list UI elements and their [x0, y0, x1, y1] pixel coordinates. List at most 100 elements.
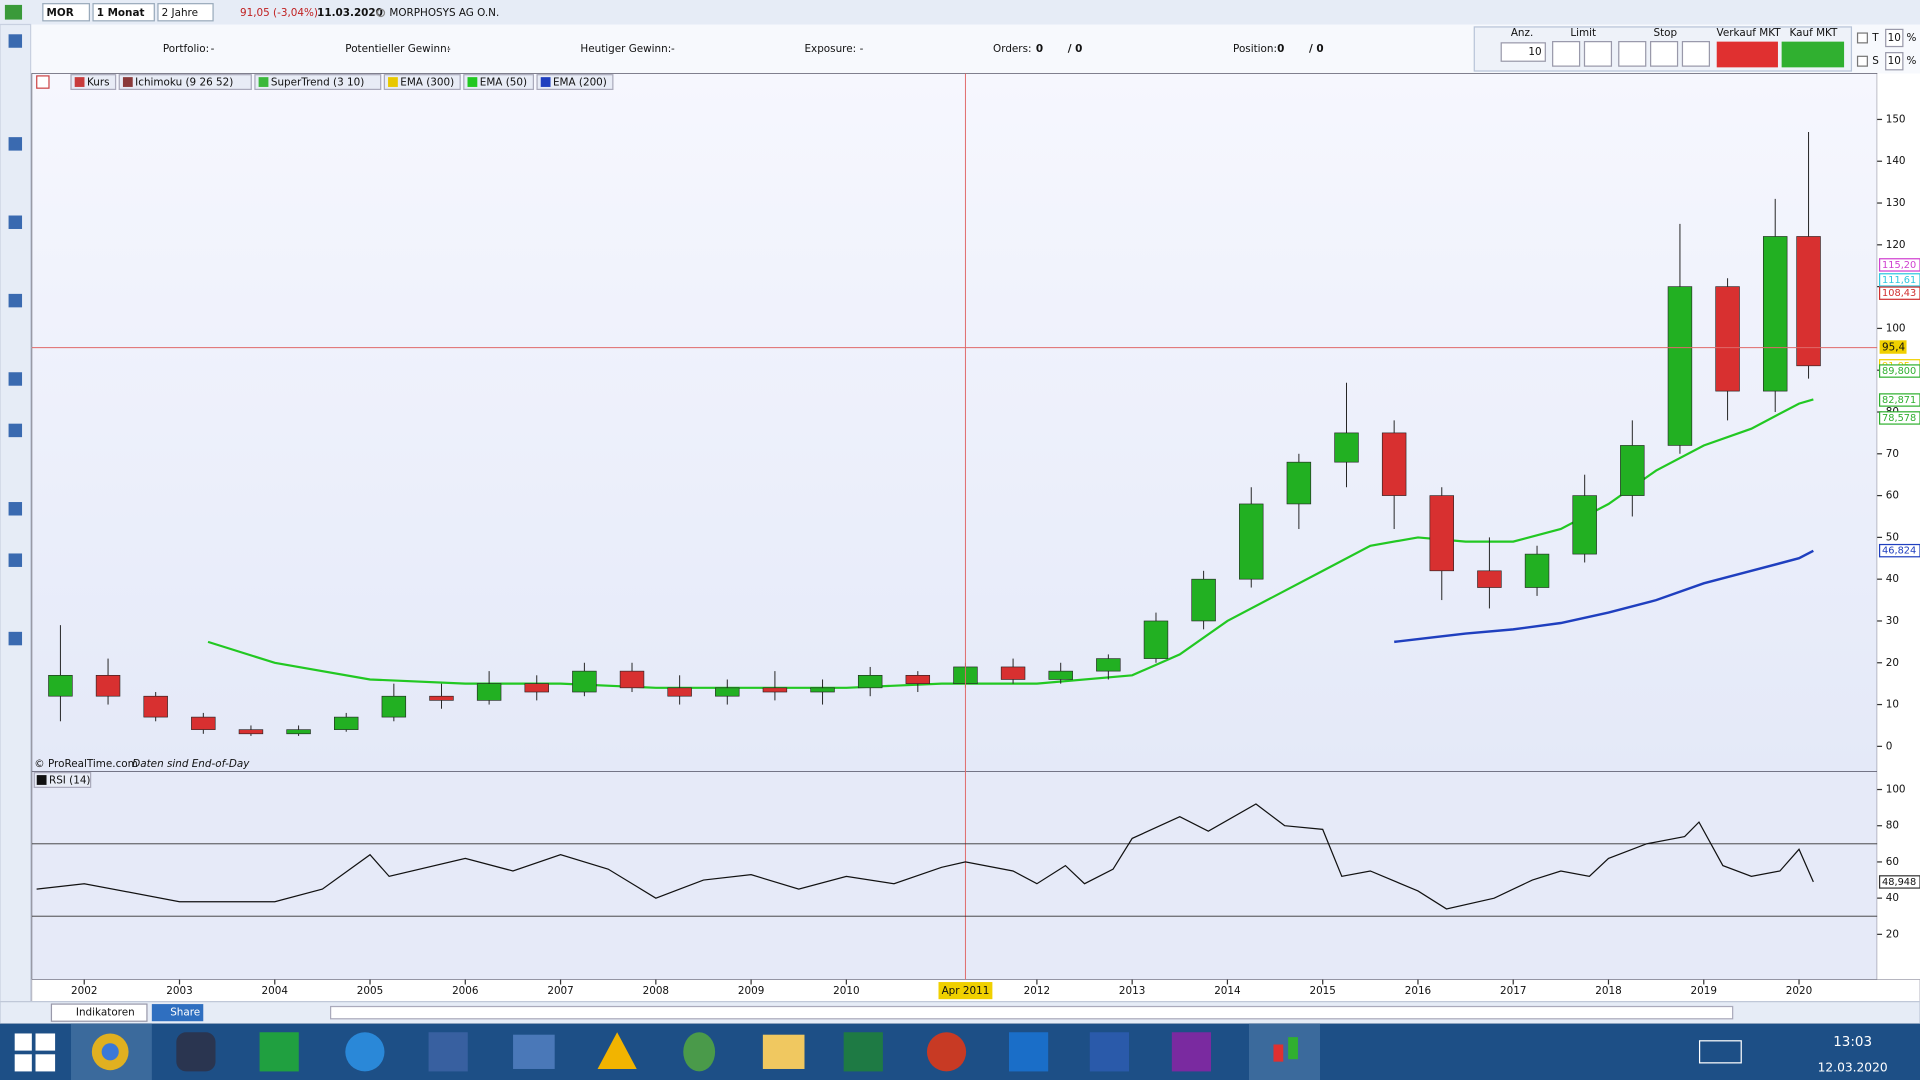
- legend-item: [383, 74, 461, 90]
- checkbox[interactable]: [1856, 32, 1868, 44]
- x-tick-label: 2019: [1691, 985, 1717, 997]
- candle-body: [334, 716, 359, 730]
- legend-label: EMA (300): [400, 77, 454, 89]
- candle-body: [524, 683, 549, 693]
- x-tick-label: 2014: [1214, 985, 1241, 997]
- crosshair-y-label: 95,4: [1882, 342, 1906, 354]
- tool[interactable]: [8, 631, 23, 646]
- candle-body: [476, 683, 502, 701]
- value: -: [211, 43, 215, 55]
- y-tick-label: 0: [1886, 740, 1893, 752]
- instrument-name: MORPHOSYS AG O.N.: [389, 7, 499, 19]
- tool[interactable]: [8, 502, 23, 516]
- candle-body: [1762, 236, 1788, 392]
- top-toolbar: [0, 0, 1920, 25]
- app-icon: [1288, 1037, 1298, 1060]
- y-tick-label: 20: [1886, 928, 1899, 940]
- app-icon[interactable]: [1008, 1032, 1049, 1072]
- range[interactable]: 2 Jahre: [162, 7, 198, 19]
- app-icon[interactable]: [259, 1032, 299, 1072]
- app-icon[interactable]: [683, 1032, 716, 1072]
- tool[interactable]: [8, 293, 23, 308]
- indicators[interactable]: Indikatoren: [76, 1007, 135, 1019]
- y-tick-label: 60: [1886, 856, 1899, 868]
- app-icon[interactable]: [345, 1032, 385, 1072]
- tool[interactable]: [8, 137, 23, 151]
- label: Kauf MKT: [1790, 27, 1839, 39]
- app-icon[interactable]: [428, 1032, 468, 1072]
- tool[interactable]: [8, 372, 23, 386]
- value: 0: [1036, 43, 1043, 55]
- rsi-badge-label: 48,948: [1882, 877, 1916, 888]
- keyboard-icon[interactable]: [1698, 1040, 1742, 1064]
- label: T: [1871, 32, 1879, 44]
- indicators-button[interactable]: [50, 1003, 148, 1022]
- app-icon[interactable]: [762, 1034, 805, 1069]
- tool[interactable]: [8, 34, 23, 48]
- app-icon[interactable]: [1171, 1032, 1212, 1072]
- label: Position:: [1233, 43, 1277, 55]
- symbol[interactable]: MOR: [47, 7, 74, 19]
- active-app[interactable]: [1248, 1023, 1320, 1080]
- interval[interactable]: 1 Monat: [97, 7, 145, 19]
- sell-button[interactable]: [1716, 41, 1778, 68]
- app-icon: [101, 1043, 119, 1061]
- stop-buy[interactable]: [1618, 41, 1647, 67]
- logo: [35, 1033, 56, 1051]
- limit-sell[interactable]: [1583, 41, 1613, 67]
- legend-swatch: [540, 77, 551, 87]
- y-tick-label: 10: [1886, 699, 1899, 711]
- tool[interactable]: [8, 423, 23, 438]
- y-tick-label: 40: [1886, 573, 1899, 585]
- start-button[interactable]: [14, 1033, 56, 1072]
- x-tick-label: 2008: [643, 985, 669, 997]
- buy-button[interactable]: [1781, 41, 1845, 68]
- checkbox[interactable]: [1856, 55, 1868, 67]
- app-icon: [1273, 1044, 1284, 1062]
- share-button[interactable]: [151, 1004, 204, 1022]
- limit-buy[interactable]: [1552, 41, 1581, 67]
- pct-input[interactable]: [1885, 52, 1904, 71]
- candle-body: [1286, 461, 1312, 505]
- qty[interactable]: 10: [1528, 46, 1541, 58]
- label: Limit: [1570, 27, 1596, 39]
- value[interactable]: 10: [1888, 55, 1901, 67]
- interval-box[interactable]: [92, 3, 155, 22]
- qty-input[interactable]: [1500, 42, 1546, 62]
- y-tick-label: 150: [1886, 113, 1906, 125]
- value: / 0: [1068, 43, 1083, 55]
- app-icon[interactable]: [597, 1032, 637, 1069]
- price-badge-label: 115,20: [1882, 260, 1916, 271]
- tool[interactable]: [8, 215, 23, 229]
- app-icon[interactable]: [176, 1032, 216, 1072]
- label: Verkauf MKT: [1717, 27, 1782, 39]
- range-box[interactable]: [157, 3, 214, 22]
- label: Anz.: [1511, 27, 1533, 39]
- candle-body: [762, 687, 788, 693]
- scrollbar[interactable]: [330, 1005, 1734, 1020]
- x-tick-label: 2015: [1309, 985, 1335, 997]
- candle-body: [1477, 570, 1502, 588]
- quote: 91,05 (-3,04%): [240, 7, 318, 19]
- y-tick-label: 40: [1886, 892, 1899, 904]
- app-icon[interactable]: [1089, 1032, 1129, 1072]
- stop-other[interactable]: [1681, 41, 1710, 67]
- stop-sell[interactable]: [1650, 41, 1679, 67]
- candle-body: [1667, 286, 1693, 446]
- candle-body: [1096, 658, 1121, 672]
- symbol-box[interactable]: [42, 3, 90, 22]
- y-tick-label: 70: [1886, 448, 1899, 460]
- candle-body: [381, 695, 407, 718]
- tool[interactable]: [8, 553, 23, 567]
- pct-input[interactable]: [1885, 28, 1904, 48]
- app-icon[interactable]: [513, 1034, 555, 1069]
- candle-body: [810, 687, 835, 693]
- value[interactable]: 10: [1888, 32, 1901, 44]
- share[interactable]: Share: [170, 1007, 200, 1019]
- legend-swatch: [122, 77, 133, 87]
- app-icon[interactable]: [843, 1032, 883, 1072]
- app-icon[interactable]: [926, 1032, 967, 1072]
- value: -: [671, 43, 675, 55]
- price-badge-label: 111,61: [1882, 275, 1916, 286]
- logo: [14, 1054, 32, 1072]
